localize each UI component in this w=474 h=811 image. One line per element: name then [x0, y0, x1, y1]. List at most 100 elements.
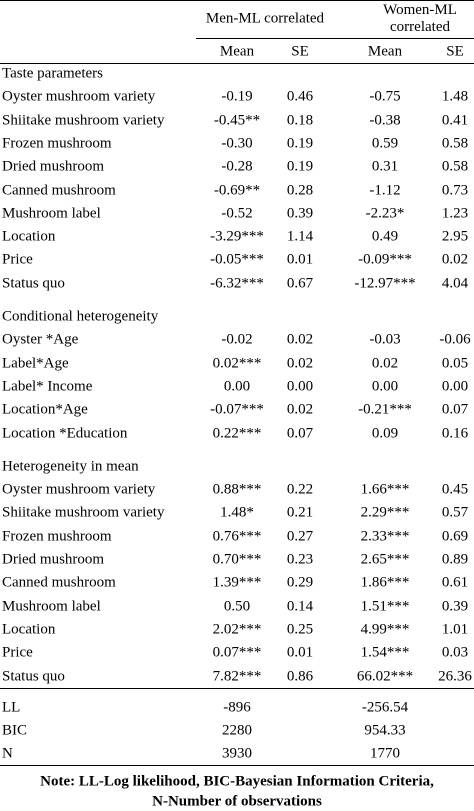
row-label: Location	[2, 228, 56, 245]
se-cell: 0.19	[286, 135, 314, 152]
stats-rule	[0, 688, 474, 689]
mean-cell: 2.65***	[360, 551, 410, 568]
mean-cell: -0.52	[221, 205, 253, 222]
row-label: Canned mushroom	[2, 182, 116, 198]
mean-cell: 1.39***	[212, 574, 262, 591]
mean-cell: 7.82***	[212, 668, 262, 684]
se-cell: 0.27	[286, 528, 314, 545]
se-cell: 0.39	[286, 205, 314, 222]
stat-cell: 3930	[222, 745, 252, 762]
row-label: Location*Age	[2, 401, 88, 418]
mean-cell: -6.32***	[210, 275, 264, 292]
section-title: Conditional heterogeneity	[2, 308, 159, 325]
row-label: Oyster *Age	[2, 331, 79, 348]
se-cell: 0.67	[286, 275, 314, 292]
se-cell: 0.03	[441, 644, 469, 661]
mean-cell: 0.00	[223, 378, 251, 395]
row-label: Frozen mushroom	[2, 528, 112, 545]
row-label: Shiitake mushroom variety	[2, 504, 165, 521]
section-title: Heterogeneity in mean	[2, 458, 139, 475]
column-header: Mean	[367, 43, 403, 60]
column-header: SE	[291, 43, 309, 60]
se-cell: 0.73	[441, 182, 469, 198]
column-header: SE	[446, 43, 464, 60]
se-cell: 1.14	[286, 228, 314, 245]
mean-cell: 0.22***	[212, 425, 262, 441]
row-label: Canned mushroom	[2, 574, 116, 591]
se-cell: 1.23	[441, 205, 469, 222]
mean-cell: -1.12	[369, 182, 401, 198]
se-cell: 0.89	[441, 551, 469, 568]
mean-cell: 1.48*	[220, 504, 254, 521]
se-cell: 0.46	[286, 88, 314, 105]
se-cell: 0.14	[286, 598, 314, 615]
stat-cell: 954.33	[364, 722, 406, 739]
mean-cell: -0.75	[369, 88, 401, 105]
se-cell: 0.00	[441, 378, 469, 395]
se-cell: 0.01	[286, 251, 314, 268]
group-header: Men-ML correlated	[205, 10, 325, 27]
se-cell: 0.07	[441, 401, 469, 418]
row-label: Location	[2, 621, 56, 638]
se-cell: 0.21	[286, 504, 314, 521]
se-cell: 0.16	[441, 425, 469, 441]
stat-cell: 2280	[222, 722, 252, 739]
se-cell: 0.39	[441, 598, 469, 615]
se-cell: 2.95	[441, 228, 469, 245]
se-cell: 0.57	[441, 504, 469, 521]
bottom-rule	[0, 765, 474, 766]
se-cell: 0.61	[441, 574, 469, 591]
se-cell: 0.23	[286, 551, 314, 568]
mean-cell: -3.29***	[210, 228, 264, 245]
note-line: Note: LL-Log likelihood, BIC-Bayesian In…	[40, 773, 434, 790]
mean-cell: 1.51***	[360, 598, 410, 615]
mean-cell: -0.69**	[213, 182, 261, 198]
se-cell: 1.48	[441, 88, 469, 105]
mean-cell: -0.38	[369, 112, 401, 129]
mean-cell: 0.02***	[212, 355, 262, 372]
mean-cell: 2.02***	[212, 621, 262, 638]
group-rule	[196, 38, 474, 39]
se-cell: 0.86	[286, 668, 314, 684]
mean-cell: 0.88***	[212, 481, 262, 498]
se-cell: 26.36	[438, 668, 472, 684]
row-label: Dried mushroom	[2, 551, 105, 568]
mean-cell: -12.97***	[354, 275, 416, 292]
mean-cell: -0.07***	[210, 401, 264, 418]
se-cell: 0.25	[286, 621, 314, 638]
row-label: Price	[2, 644, 33, 661]
stat-cell: 1770	[370, 745, 400, 762]
top-rule	[0, 0, 474, 1]
mean-cell: 1.54***	[360, 644, 410, 661]
mean-cell: 0.70***	[212, 551, 262, 568]
row-label: Status quo	[2, 668, 65, 684]
row-label: Mushroom label	[2, 205, 101, 222]
mean-cell: -0.21***	[358, 401, 412, 418]
se-cell: 0.00	[286, 378, 314, 395]
row-label: Location *Education	[2, 425, 128, 441]
mean-cell: 0.07***	[212, 644, 262, 661]
se-cell: 0.58	[441, 135, 469, 152]
stat-cell: -256.54	[361, 699, 409, 716]
se-cell: 0.07	[286, 425, 314, 441]
stat-label: N	[2, 745, 13, 762]
se-cell: 0.41	[441, 112, 469, 129]
se-cell: 0.02	[286, 401, 314, 418]
row-label: Oyster mushroom variety	[2, 88, 156, 105]
mean-cell: -0.03	[369, 331, 401, 348]
se-cell: 0.58	[441, 158, 469, 175]
se-cell: 1.01	[441, 621, 469, 638]
note-line: N-Number of observations	[152, 793, 322, 810]
mean-cell: -0.45**	[213, 112, 261, 129]
se-cell: 0.69	[441, 528, 469, 545]
se-cell: 0.45	[441, 481, 469, 498]
header-rule	[0, 63, 474, 64]
se-cell: 0.05	[441, 355, 469, 372]
se-cell: 0.02	[441, 251, 469, 268]
mean-cell: -0.19	[221, 88, 253, 105]
row-label: Price	[2, 251, 33, 268]
mean-cell: -0.02	[221, 331, 253, 348]
mean-cell: -0.09***	[358, 251, 412, 268]
se-cell: 0.02	[286, 331, 314, 348]
